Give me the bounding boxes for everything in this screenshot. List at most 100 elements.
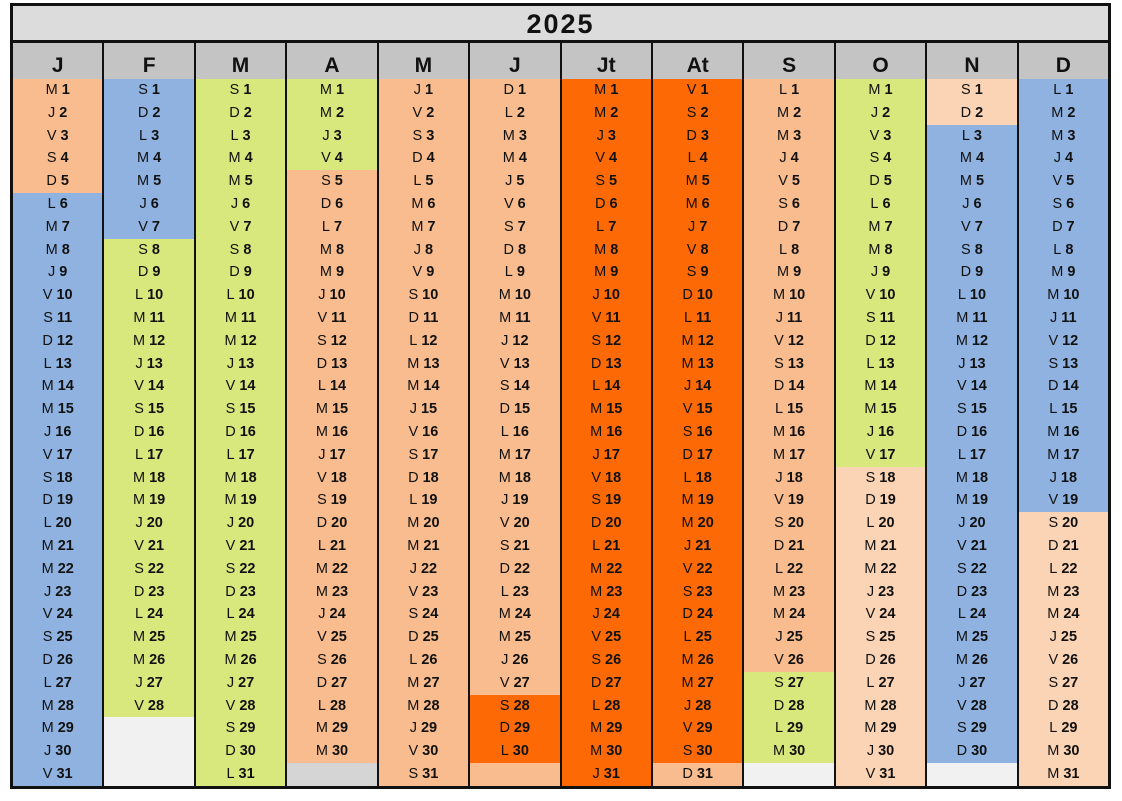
month-header: O [835,43,926,79]
day-cell: J 12 [470,329,560,353]
day-number: 30 [239,743,256,760]
day-number: 22 [420,560,438,577]
day-number: 6 [242,195,251,212]
weekday-letter: L [504,104,513,121]
day-number: 26 [56,651,74,668]
day-cell: L 17 [195,443,286,467]
weekday-letter: D [865,651,876,668]
day-number: 31 [238,765,255,782]
day-number: 26 [1062,651,1079,668]
day-number: 30 [878,743,895,760]
day-cell: J 18 [744,466,834,490]
day-cell: D 16 [104,420,194,444]
day-cell: D 31 [652,762,743,786]
day-cell: M 12 [652,329,743,353]
weekday-letter: V [408,423,419,440]
day-cell: J 17 [287,443,377,467]
month-column: J M 1 J 2 V 3 S 4 D 5 L 6 M 7 M 8 J 9 V 10 S 11 D 12 L 13 M 14 M 15 J 16… [13,43,103,786]
day-cell: S 15 [195,398,286,421]
day-cell: J 16 [13,420,103,444]
day-cell: V 12 [1018,329,1109,353]
day-cell: D 23 [195,580,286,604]
weekday-letter: D [1052,218,1063,235]
day-number: 25 [330,629,347,646]
day-number: 16 [239,423,256,440]
weekday-letter: V [1048,651,1059,668]
day-cell: D 13 [287,352,377,376]
day-number: 25 [971,629,989,646]
weekday-letter: J [962,195,970,212]
day-cell: J 28 [652,694,743,718]
day-cell: M 18 [470,466,560,490]
weekday-letter: S [869,150,880,167]
day-number: 19 [879,492,896,509]
day-cell: M 13 [652,352,743,376]
month-column: J D 1 L 2 M 3 M 4 J 5 V 6 S 7 D 8 L 9 M 10 M 11 J 12 V 13 S 14 D 15 L 16… [468,43,560,786]
day-number: 31 [422,765,439,782]
weekday-letter: V [225,537,236,554]
weekday-letter: D [503,82,515,98]
weekday-letter: V [225,378,236,395]
day-cell: V 12 [744,329,834,353]
weekday-letter: D [865,332,876,349]
weekday-letter: M [681,492,694,509]
day-number: 3 [60,127,69,144]
weekday-letter: D [956,423,968,440]
weekday-letter: J [683,537,692,554]
weekday-letter: V [412,264,423,281]
weekday-letter: V [682,401,693,418]
weekday-letter: D [316,515,328,532]
day-cell: J 16 [835,420,926,444]
weekday-letter: M [319,241,332,258]
day-cell: V 26 [744,648,834,672]
weekday-letter: M [955,332,968,349]
day-cell: V 24 [13,603,103,627]
weekday-letter: V [682,720,693,737]
day-cell: S 20 [744,512,834,535]
day-cell: S 18 [13,466,103,490]
weekday-letter: V [961,218,971,235]
weekday-letter: M [864,560,877,577]
weekday-letter: M [590,720,603,737]
weekday-letter: M [772,446,786,463]
day-number: 6 [150,195,159,212]
day-number: 21 [239,537,256,554]
day-number: 30 [512,743,529,760]
weekday-letter: S [957,401,967,418]
day-cell: M 10 [744,284,834,307]
weekday-letter: M [502,127,515,144]
day-number: 19 [787,492,804,509]
weekday-letter: M [407,674,420,691]
day-cell: M 19 [104,489,194,513]
weekday-letter: V [774,651,784,668]
day-number: 28 [970,697,987,714]
month-column: At V 1 S 2 D 3 L 4 M 5 M 6 J 7 V 8 S 9 D 10 L 11 M 12 M 13 J 14 V 15 S 1… [650,43,743,786]
month-header: M [378,43,469,79]
weekday-letter: D [42,332,53,349]
month-header: Jt [561,43,651,79]
day-number: 3 [518,127,527,144]
weekday-letter: V [774,492,784,509]
weekday-letter: S [682,743,693,760]
day-cell: L 27 [13,671,103,695]
day-number: 25 [149,629,166,646]
weekday-letter: D [869,173,880,190]
weekday-letter: L [226,446,235,463]
day-number: 30 [606,743,623,760]
weekday-letter: M [315,583,328,600]
weekday-letter: J [226,515,235,532]
day-number: 26 [971,651,989,668]
weekday-letter: D [773,697,785,714]
empty-cell [744,762,834,786]
day-number: 29 [239,720,256,737]
